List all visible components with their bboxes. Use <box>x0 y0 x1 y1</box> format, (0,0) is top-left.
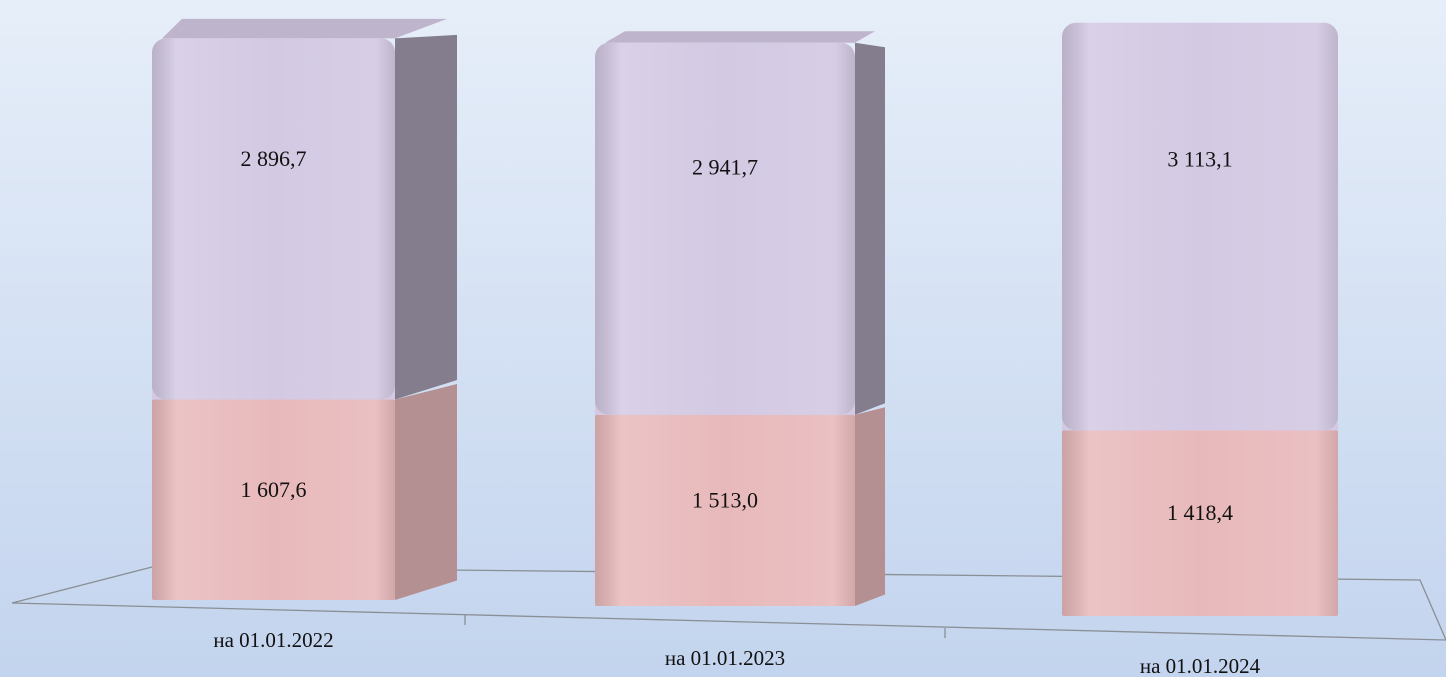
bar-shine <box>152 38 395 400</box>
bar-side <box>395 384 457 600</box>
value-label: 2 941,7 <box>692 154 758 179</box>
bar-side <box>855 42 885 415</box>
bar-shine <box>152 399 395 600</box>
value-label: 2 896,7 <box>241 146 307 171</box>
value-label: 1 513,0 <box>692 487 758 512</box>
x-tick-label: на 01.01.2023 <box>665 646 785 670</box>
value-label: 1 418,4 <box>1167 500 1233 525</box>
bar-side <box>855 407 885 606</box>
value-label: 1 607,6 <box>241 477 307 502</box>
bar-side <box>395 34 457 400</box>
bar-shine <box>595 414 855 606</box>
bar-shine <box>1062 22 1338 431</box>
value-label: 3 113,1 <box>1167 146 1232 171</box>
bar-cap <box>605 31 875 43</box>
x-tick-label: на 01.01.2022 <box>213 628 333 652</box>
bar-cap <box>162 18 447 39</box>
x-tick-label: на 01.01.2024 <box>1140 654 1261 677</box>
bar-shine <box>1062 430 1338 616</box>
bar-shine <box>595 42 855 415</box>
floor-front <box>11 602 1446 641</box>
